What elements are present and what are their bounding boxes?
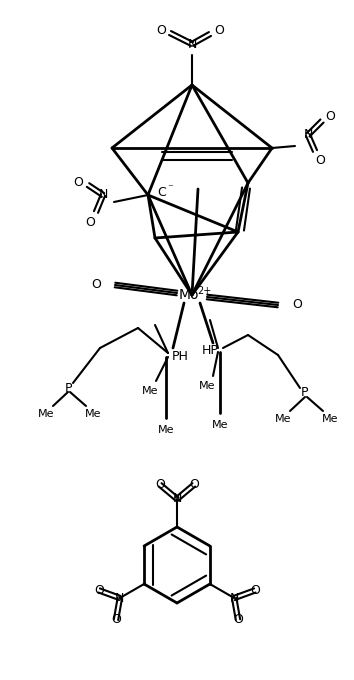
Text: O: O bbox=[325, 109, 335, 122]
Text: Me: Me bbox=[275, 414, 291, 424]
Text: O: O bbox=[189, 478, 199, 492]
Text: Me: Me bbox=[38, 409, 54, 419]
Text: Me: Me bbox=[199, 381, 215, 391]
Text: N: N bbox=[303, 129, 313, 141]
Text: O: O bbox=[315, 154, 325, 167]
Text: O: O bbox=[155, 478, 165, 492]
Text: PH: PH bbox=[172, 350, 188, 362]
Text: N: N bbox=[187, 37, 197, 50]
Text: Me: Me bbox=[212, 420, 228, 430]
Text: Me: Me bbox=[142, 386, 158, 396]
Text: ⁻: ⁻ bbox=[167, 183, 173, 193]
Text: O: O bbox=[111, 613, 121, 626]
Text: N: N bbox=[98, 188, 108, 201]
Text: O: O bbox=[156, 24, 166, 37]
Text: N: N bbox=[115, 592, 125, 605]
Text: HP: HP bbox=[201, 345, 218, 358]
Text: O: O bbox=[94, 584, 104, 597]
Text: P: P bbox=[64, 381, 72, 394]
Text: O: O bbox=[292, 299, 302, 311]
Text: C: C bbox=[158, 186, 166, 199]
Text: Me: Me bbox=[85, 409, 101, 419]
Text: O: O bbox=[233, 613, 243, 626]
Text: O: O bbox=[214, 24, 224, 37]
Text: Me: Me bbox=[158, 425, 174, 435]
Text: 2+: 2+ bbox=[197, 286, 211, 296]
Text: N: N bbox=[172, 492, 182, 505]
Text: O: O bbox=[250, 584, 260, 597]
Text: O: O bbox=[73, 175, 83, 188]
Text: N: N bbox=[229, 592, 239, 605]
Text: P: P bbox=[301, 386, 309, 400]
Text: Me: Me bbox=[322, 414, 338, 424]
Text: O: O bbox=[85, 216, 95, 230]
Text: Mo: Mo bbox=[179, 288, 199, 302]
Text: O: O bbox=[91, 279, 101, 292]
